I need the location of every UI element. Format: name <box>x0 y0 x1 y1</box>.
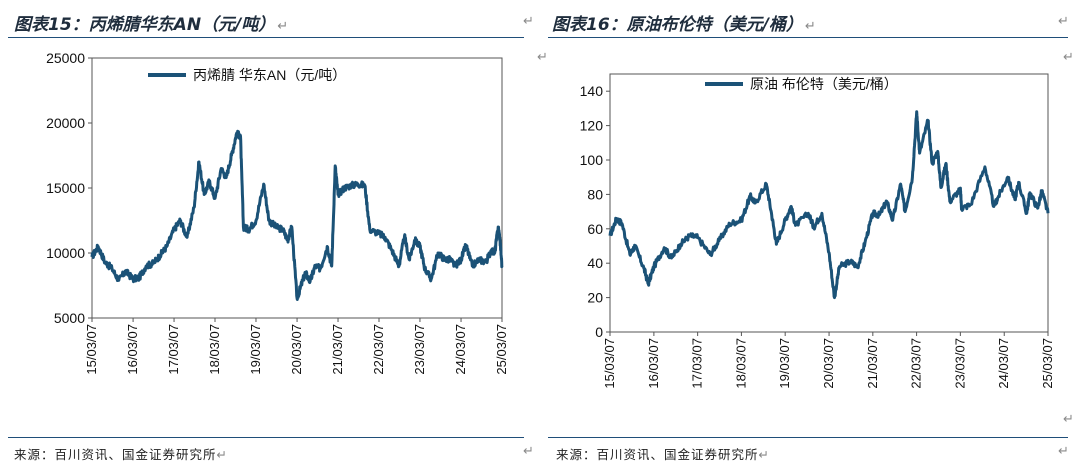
return-mark: ↵ <box>1063 412 1074 427</box>
footer-rule-left <box>8 437 524 438</box>
chart-left: 5000 10000 15000 20000 25000 15/03/07 16/03/07… <box>46 50 509 375</box>
source-text-left: 来源：百川资讯、国金证券研究所 <box>14 447 217 462</box>
chart-right: 0 20 40 60 80 100 120 140 15/03/07 16/03/07 17/03/… <box>580 73 1055 389</box>
x-tick-label: 22/03/07 <box>371 324 386 375</box>
x-tick-label: 15/03/07 <box>84 324 99 375</box>
x-tick-label: 16/03/07 <box>646 338 661 389</box>
x-tick-label: 19/03/07 <box>248 324 263 375</box>
legend-label: 丙烯腈 华东AN（元/吨） <box>193 67 346 83</box>
x-tick-label: 18/03/07 <box>207 324 222 375</box>
return-mark: ↵ <box>523 444 534 459</box>
return-mark: ↵ <box>1058 444 1069 459</box>
y-tick-label: 140 <box>580 83 604 99</box>
x-tick-label: 16/03/07 <box>125 324 140 375</box>
y-tick-label: 20 <box>587 290 603 306</box>
y-tick-label: 25000 <box>46 50 85 66</box>
plot-frame <box>609 73 1049 333</box>
chart-title-left: 图表15：丙烯腈华东AN（元/吨） ↵ <box>14 10 288 35</box>
header-rule-right <box>548 37 1068 38</box>
x-tick-label: 17/03/07 <box>166 324 181 375</box>
x-tick-label: 25/03/07 <box>494 324 509 375</box>
chart-title-left-text: 图表15：丙烯腈华东AN（元/吨） <box>14 15 276 35</box>
source-note-left: 来源：百川资讯、国金证券研究所↵ <box>14 444 228 463</box>
legend-label: 原油 布伦特（美元/桶） <box>750 76 898 92</box>
x-tick-label: 24/03/07 <box>453 324 468 375</box>
x-tick-label: 20/03/07 <box>821 338 836 389</box>
chart-title-right: 图表16：原油布伦特（美元/桶） ↵ <box>552 10 816 35</box>
return-mark: ↵ <box>216 447 228 462</box>
header-rule-left <box>8 37 524 38</box>
return-mark: ↵ <box>804 19 816 34</box>
x-tick-label: 23/03/07 <box>412 324 427 375</box>
source-text-right: 来源：百川资讯、国金证券研究所 <box>556 447 759 462</box>
y-tick-label: 80 <box>587 186 603 202</box>
y-tick-label: 120 <box>580 118 604 134</box>
chart-title-right-text: 图表16：原油布伦特（美元/桶） <box>552 15 803 35</box>
return-mark: ↵ <box>758 447 770 462</box>
return-mark: ↵ <box>1058 14 1069 29</box>
x-tick-label: 23/03/07 <box>952 338 967 389</box>
series-line <box>90 129 504 301</box>
y-tick-label: 0 <box>595 324 603 340</box>
y-tick-label: 20000 <box>46 115 85 131</box>
x-tick-label: 15/03/07 <box>602 338 617 389</box>
x-tick-label: 24/03/07 <box>996 338 1011 389</box>
x-tick-label: 21/03/07 <box>330 324 345 375</box>
x-tick-label: 22/03/07 <box>909 338 924 389</box>
y-tick-label: 10000 <box>46 245 85 261</box>
x-tick-label: 21/03/07 <box>865 338 880 389</box>
series-line <box>608 110 1050 300</box>
x-tick-label: 19/03/07 <box>777 338 792 389</box>
footer-rule-right <box>548 437 1068 438</box>
y-tick-label: 40 <box>587 255 603 271</box>
return-mark: ↵ <box>1063 50 1074 65</box>
return-mark: ↵ <box>277 19 289 34</box>
return-mark: ↵ <box>537 50 548 65</box>
y-tick-label: 15000 <box>46 180 85 196</box>
x-tick-label: 18/03/07 <box>733 338 748 389</box>
x-tick-label: 25/03/07 <box>1040 338 1055 389</box>
y-tick-label: 5000 <box>54 310 85 326</box>
return-mark: ↵ <box>523 14 534 29</box>
source-note-right: 来源：百川资讯、国金证券研究所↵ <box>556 444 770 463</box>
y-tick-label: 60 <box>587 221 603 237</box>
x-tick-label: 20/03/07 <box>289 324 304 375</box>
y-tick-label: 100 <box>580 152 604 168</box>
x-tick-label: 17/03/07 <box>690 338 705 389</box>
